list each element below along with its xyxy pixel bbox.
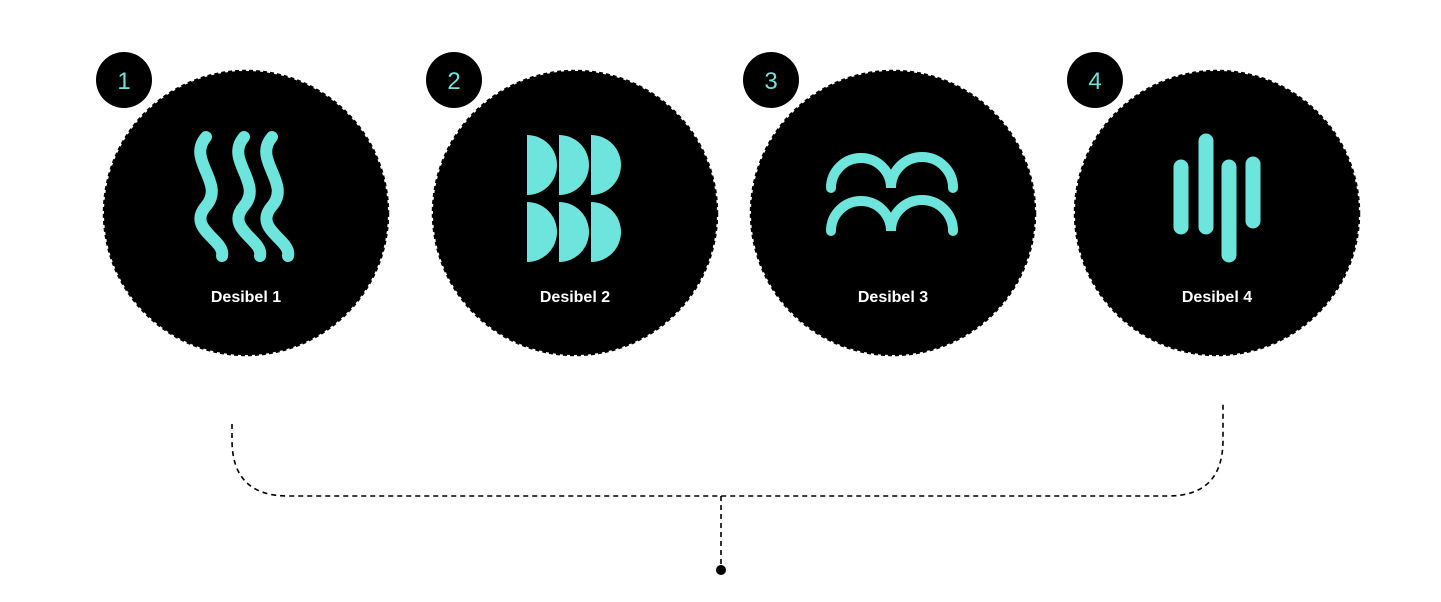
option-label: Desibel 2 <box>540 289 610 306</box>
half-circles-icon <box>527 135 621 262</box>
option-label: Desibel 4 <box>1182 289 1252 306</box>
number-badge <box>1067 52 1123 108</box>
number-badge-text: 3 <box>764 68 777 95</box>
number-badge <box>743 52 799 108</box>
number-badge-text: 1 <box>117 68 130 95</box>
option-2: 2 Desibel 2 <box>426 52 719 357</box>
option-label: Desibel 3 <box>858 289 928 306</box>
wavy-lines-icon <box>194 131 295 262</box>
double-arches-icon <box>826 152 958 236</box>
bracket-connector <box>231 402 1224 566</box>
option-4: 4 Desibel 4 <box>1067 52 1361 357</box>
option-label: Desibel 1 <box>211 289 281 306</box>
number-badge <box>96 52 152 108</box>
option-circle <box>1073 69 1361 357</box>
sound-bars-icon <box>1173 133 1261 263</box>
option-3: 3 Desibel 3 <box>743 52 1037 357</box>
number-badge-text: 4 <box>1088 68 1101 95</box>
number-badge-text: 2 <box>447 68 460 95</box>
number-badge <box>426 52 482 108</box>
option-1: 1 Desibel 1 <box>96 52 390 357</box>
connector-end-dot <box>716 565 726 575</box>
